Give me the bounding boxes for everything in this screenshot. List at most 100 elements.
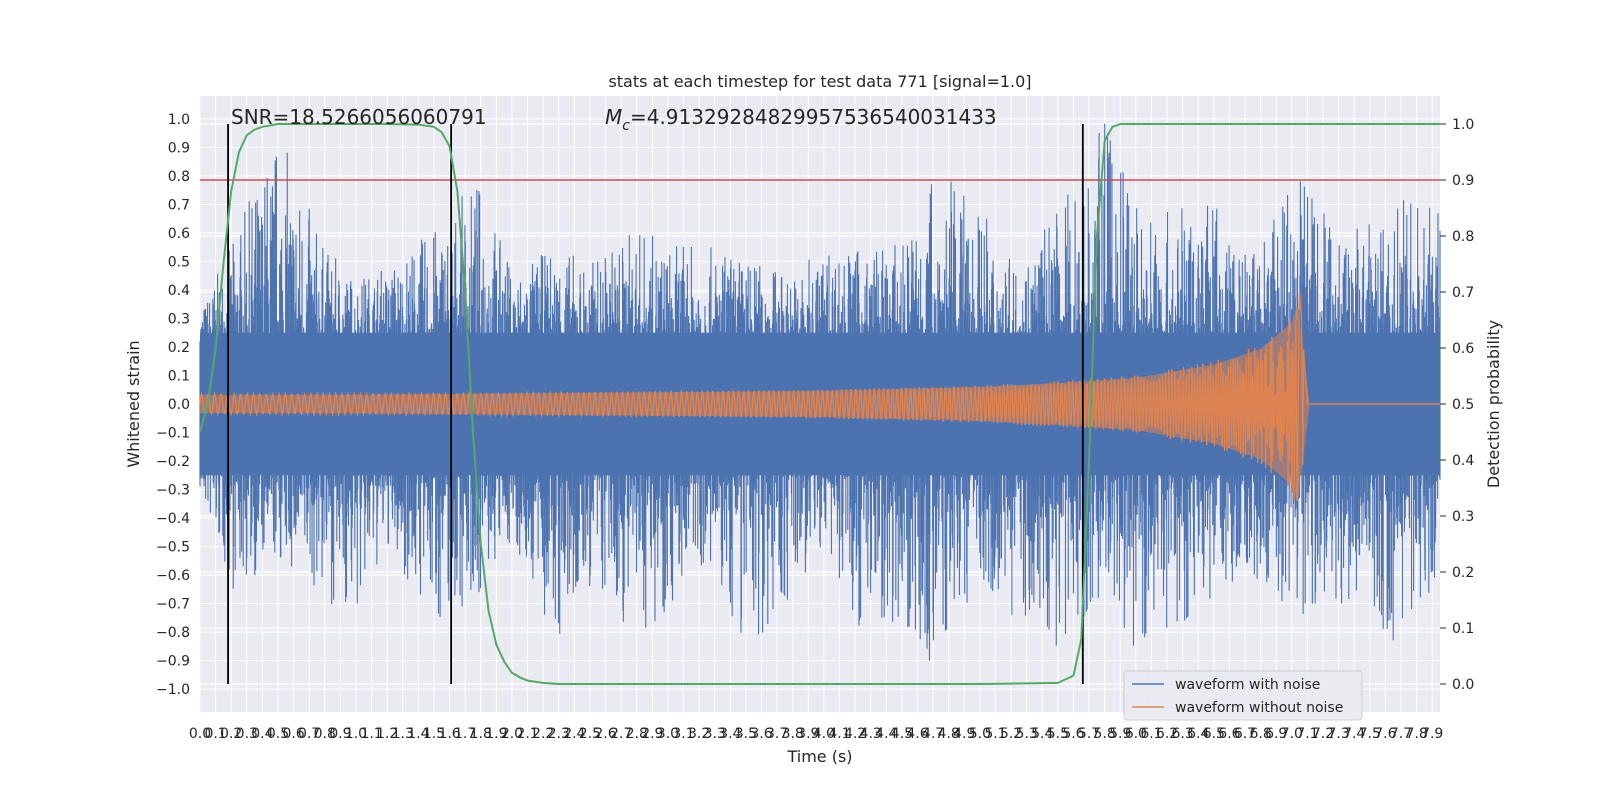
x-tick-label: 3.3 [704, 726, 726, 742]
x-tick-label: 1.4 [407, 726, 429, 742]
x-tick-label: 5.6 [1062, 726, 1084, 742]
x-tick-label: 4.6 [906, 726, 928, 742]
x-tick-label: 6.4 [1187, 726, 1209, 742]
y-tick-label: −0.9 [156, 654, 190, 670]
x-tick-label: 4.9 [953, 726, 975, 742]
x-tick-label: 5.9 [1109, 726, 1131, 742]
x-tick-label: 5.7 [1078, 726, 1100, 742]
x-tick-label: 3.1 [672, 726, 694, 742]
x-tick-label: 0.5 [267, 726, 289, 742]
x-tick-label: 4.5 [891, 726, 913, 742]
y-tick-label: −0.5 [156, 540, 190, 556]
x-tick-label: 7.5 [1359, 726, 1381, 742]
x-tick-label: 4.8 [938, 726, 960, 742]
y-tick-label: −0.6 [156, 568, 190, 584]
x-tick-label: 5.8 [1094, 726, 1116, 742]
x-tick-label: 2.2 [532, 726, 554, 742]
x-tick-label: 2.3 [548, 726, 570, 742]
y2-tick-label: 0.5 [1452, 397, 1474, 413]
x-tick-label: 6.6 [1218, 726, 1240, 742]
y-tick-label: −0.8 [156, 625, 190, 641]
chirp-mass-value: =4.913292848299575365400314​33 [630, 105, 997, 129]
x-tick-label: 4.0 [813, 726, 835, 742]
x-tick-label: 0.9 [329, 726, 351, 742]
x-tick-label: 3.6 [750, 726, 772, 742]
x-tick-label: 6.5 [1203, 726, 1225, 742]
x-tick-label: 3.5 [735, 726, 757, 742]
clean-series [199, 291, 1440, 503]
x-tick-label: 0.1 [204, 726, 226, 742]
y-tick-label: 1.0 [168, 112, 190, 128]
x-tick-label: 5.3 [1016, 726, 1038, 742]
x-tick-label: 2.7 [610, 726, 632, 742]
y2-tick-label: 0.4 [1452, 453, 1474, 469]
y-tick-label: −1.0 [156, 682, 190, 698]
x-tick-label: 6.9 [1265, 726, 1287, 742]
chirp-mass-symbol: M [605, 105, 622, 129]
y2-axis-ticks: 0.0 0.1 0.2 0.3 0.4 0.5 0.6 0.7 0.8 0.9 1.0 [1440, 117, 1474, 693]
y2-tick-label: 0.0 [1452, 677, 1474, 693]
y-tick-label: 0.3 [168, 311, 190, 327]
y-axis-label: Whitened strain [124, 340, 143, 467]
clean-waveform-band [200, 305, 1440, 503]
y-axis-ticks: −1.0 −0.9 −0.8 −0.7 −0.6 −0.5 −0.4 −0.3 −0.2 −0.1… [156, 112, 190, 698]
x-tick-label: 3.2 [688, 726, 710, 742]
x-tick-label: 1.0 [345, 726, 367, 742]
x-tick-label: 0.7 [298, 726, 320, 742]
x-tick-label: 1.5 [423, 726, 445, 742]
chart-title: stats at each timestep for test data 771… [608, 72, 1031, 91]
y-tick-label: −0.1 [156, 426, 190, 442]
snr-annotation: SNR=18.5266056060791 [231, 105, 487, 129]
y-tick-label: −0.2 [156, 454, 190, 470]
x-tick-label: 2.8 [626, 726, 648, 742]
x-tick-label: 1.2 [376, 726, 398, 742]
x-tick-label: 0.2 [220, 726, 242, 742]
x-tick-label: 5.5 [1047, 726, 1069, 742]
x-tick-label: 4.4 [875, 726, 897, 742]
x-tick-label: 1.3 [392, 726, 414, 742]
x-tick-label: 6.0 [1125, 726, 1147, 742]
x-tick-label: 5.2 [1000, 726, 1022, 742]
x-tick-label: 3.0 [657, 726, 679, 742]
x-tick-label: 6.2 [1156, 726, 1178, 742]
x-axis-ticks: 0.00.10.20.30.40.50.60.70.80.91.01.11.21… [189, 726, 1443, 742]
x-tick-label: 6.8 [1249, 726, 1271, 742]
x-tick-label: 6.7 [1234, 726, 1256, 742]
x-tick-label: 2.5 [579, 726, 601, 742]
y-tick-label: 0.6 [168, 226, 190, 242]
y2-axis-label: Detection probability [1484, 320, 1503, 488]
x-tick-label: 4.2 [844, 726, 866, 742]
x-tick-label: 1.8 [470, 726, 492, 742]
x-tick-label: 3.8 [782, 726, 804, 742]
x-tick-label: 7.8 [1405, 726, 1427, 742]
x-tick-label: 7.0 [1281, 726, 1303, 742]
y2-tick-label: 0.1 [1452, 621, 1474, 637]
x-tick-label: 2.4 [563, 726, 585, 742]
x-tick-label: 2.6 [594, 726, 616, 742]
detection-probability-line [199, 123, 1440, 685]
x-tick-label: 7.4 [1343, 726, 1365, 742]
x-tick-label: 6.1 [1140, 726, 1162, 742]
y-tick-label: 0.1 [168, 368, 190, 384]
y-tick-label: −0.4 [156, 511, 190, 527]
x-tick-label: 7.9 [1421, 726, 1443, 742]
x-tick-label: 7.7 [1390, 726, 1412, 742]
x-tick-label: 3.9 [797, 726, 819, 742]
legend-box [1123, 670, 1363, 721]
chirp-mass-subscript: c [622, 118, 630, 134]
y-tick-label: 0.8 [168, 169, 190, 185]
x-tick-label: 7.1 [1296, 726, 1318, 742]
y2-tick-label: 0.2 [1452, 565, 1474, 581]
y2-tick-label: 0.6 [1452, 341, 1474, 357]
y2-tick-label: 0.3 [1452, 509, 1474, 525]
x-tick-label: 5.1 [984, 726, 1006, 742]
y-tick-label: 0.4 [168, 283, 190, 299]
x-tick-label: 4.1 [828, 726, 850, 742]
x-axis-label: Time (s) [786, 747, 852, 766]
y2-tick-label: 0.8 [1452, 229, 1474, 245]
y2-tick-label: 1.0 [1452, 117, 1474, 133]
x-tick-label: 1.6 [438, 726, 460, 742]
x-tick-label: 0.6 [282, 726, 304, 742]
x-tick-label: 1.9 [485, 726, 507, 742]
x-tick-label: 0.4 [251, 726, 273, 742]
